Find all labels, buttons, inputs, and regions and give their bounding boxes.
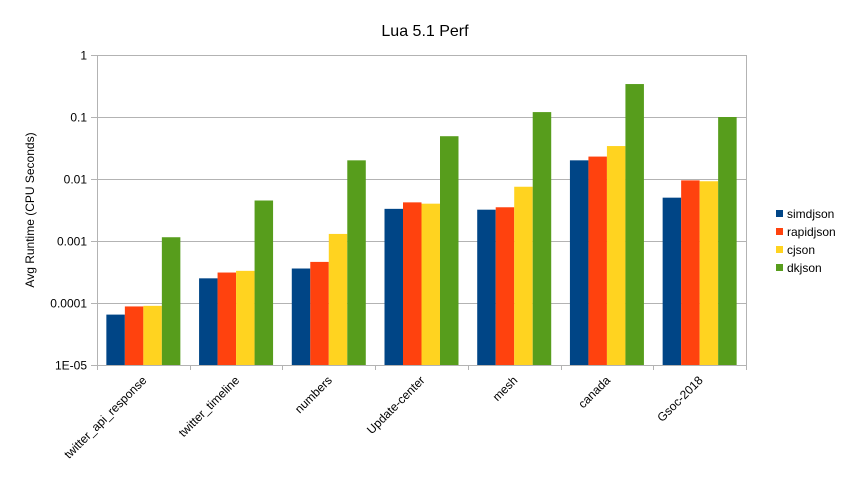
bar-dkjson	[161, 237, 181, 365]
bar-dkjson	[347, 160, 366, 365]
y-tick-label: 1E-05	[55, 359, 87, 373]
bar-rapidjson	[681, 180, 700, 365]
chart-title: Lua 5.1 Perf	[381, 23, 469, 40]
bar-cjson	[514, 186, 533, 365]
y-tick-label: 1	[80, 49, 87, 63]
bar-simdjson	[199, 278, 218, 365]
bar-simdjson	[569, 160, 589, 365]
legend: simdjson rapidjson cjson dkjson	[776, 207, 836, 275]
legend-label-simdjson: simdjson	[787, 207, 834, 221]
bar-cjson	[699, 181, 719, 365]
bar-dkjson	[625, 84, 644, 365]
bar-dkjson	[718, 117, 737, 365]
bar-simdjson	[384, 208, 403, 365]
bar-cjson	[606, 146, 626, 365]
bar-rapidjson	[495, 207, 515, 365]
bar-dkjson	[532, 112, 552, 365]
y-tick-label: 0.0001	[50, 297, 87, 311]
bar-cjson	[143, 305, 162, 365]
x-tick-label: twitter_api_response	[61, 373, 149, 461]
bar-cjson	[328, 233, 348, 365]
legend-swatch-cjson	[776, 246, 783, 253]
legend-label-rapidjson: rapidjson	[787, 225, 836, 239]
x-tick-label: Gsoc-2018	[654, 373, 706, 425]
bar-rapidjson	[124, 306, 144, 365]
x-tick-label: canada	[575, 373, 613, 411]
y-axis-label: Avg Runtime (CPU Seconds)	[23, 132, 37, 287]
x-tick-label: twitter_timeline	[176, 373, 243, 440]
y-tick-label: 0.1	[70, 111, 87, 125]
legend-swatch-dkjson	[776, 264, 783, 271]
legend-label-cjson: cjson	[787, 243, 815, 257]
bar-dkjson	[440, 136, 459, 365]
bars-layer	[106, 84, 737, 365]
y-tick-label: 0.01	[64, 173, 88, 187]
bar-simdjson	[291, 268, 311, 365]
bar-simdjson	[106, 314, 125, 365]
bar-dkjson	[254, 200, 274, 365]
bar-rapidjson	[217, 272, 237, 365]
bar-cjson	[421, 203, 440, 365]
y-tick-label: 0.001	[57, 235, 87, 249]
legend-label-dkjson: dkjson	[787, 261, 822, 275]
x-tick-label: mesh	[490, 373, 521, 404]
bar-cjson	[236, 270, 255, 365]
legend-swatch-rapidjson	[776, 228, 783, 235]
legend-swatch-simdjson	[776, 210, 783, 217]
x-tick-label: Update-center	[364, 373, 428, 437]
bar-simdjson	[477, 209, 496, 365]
bar-rapidjson	[403, 202, 422, 365]
bar-simdjson	[662, 197, 682, 365]
bar-rapidjson	[588, 156, 607, 365]
bar-rapidjson	[310, 261, 329, 365]
x-tick-label: numbers	[292, 373, 335, 416]
